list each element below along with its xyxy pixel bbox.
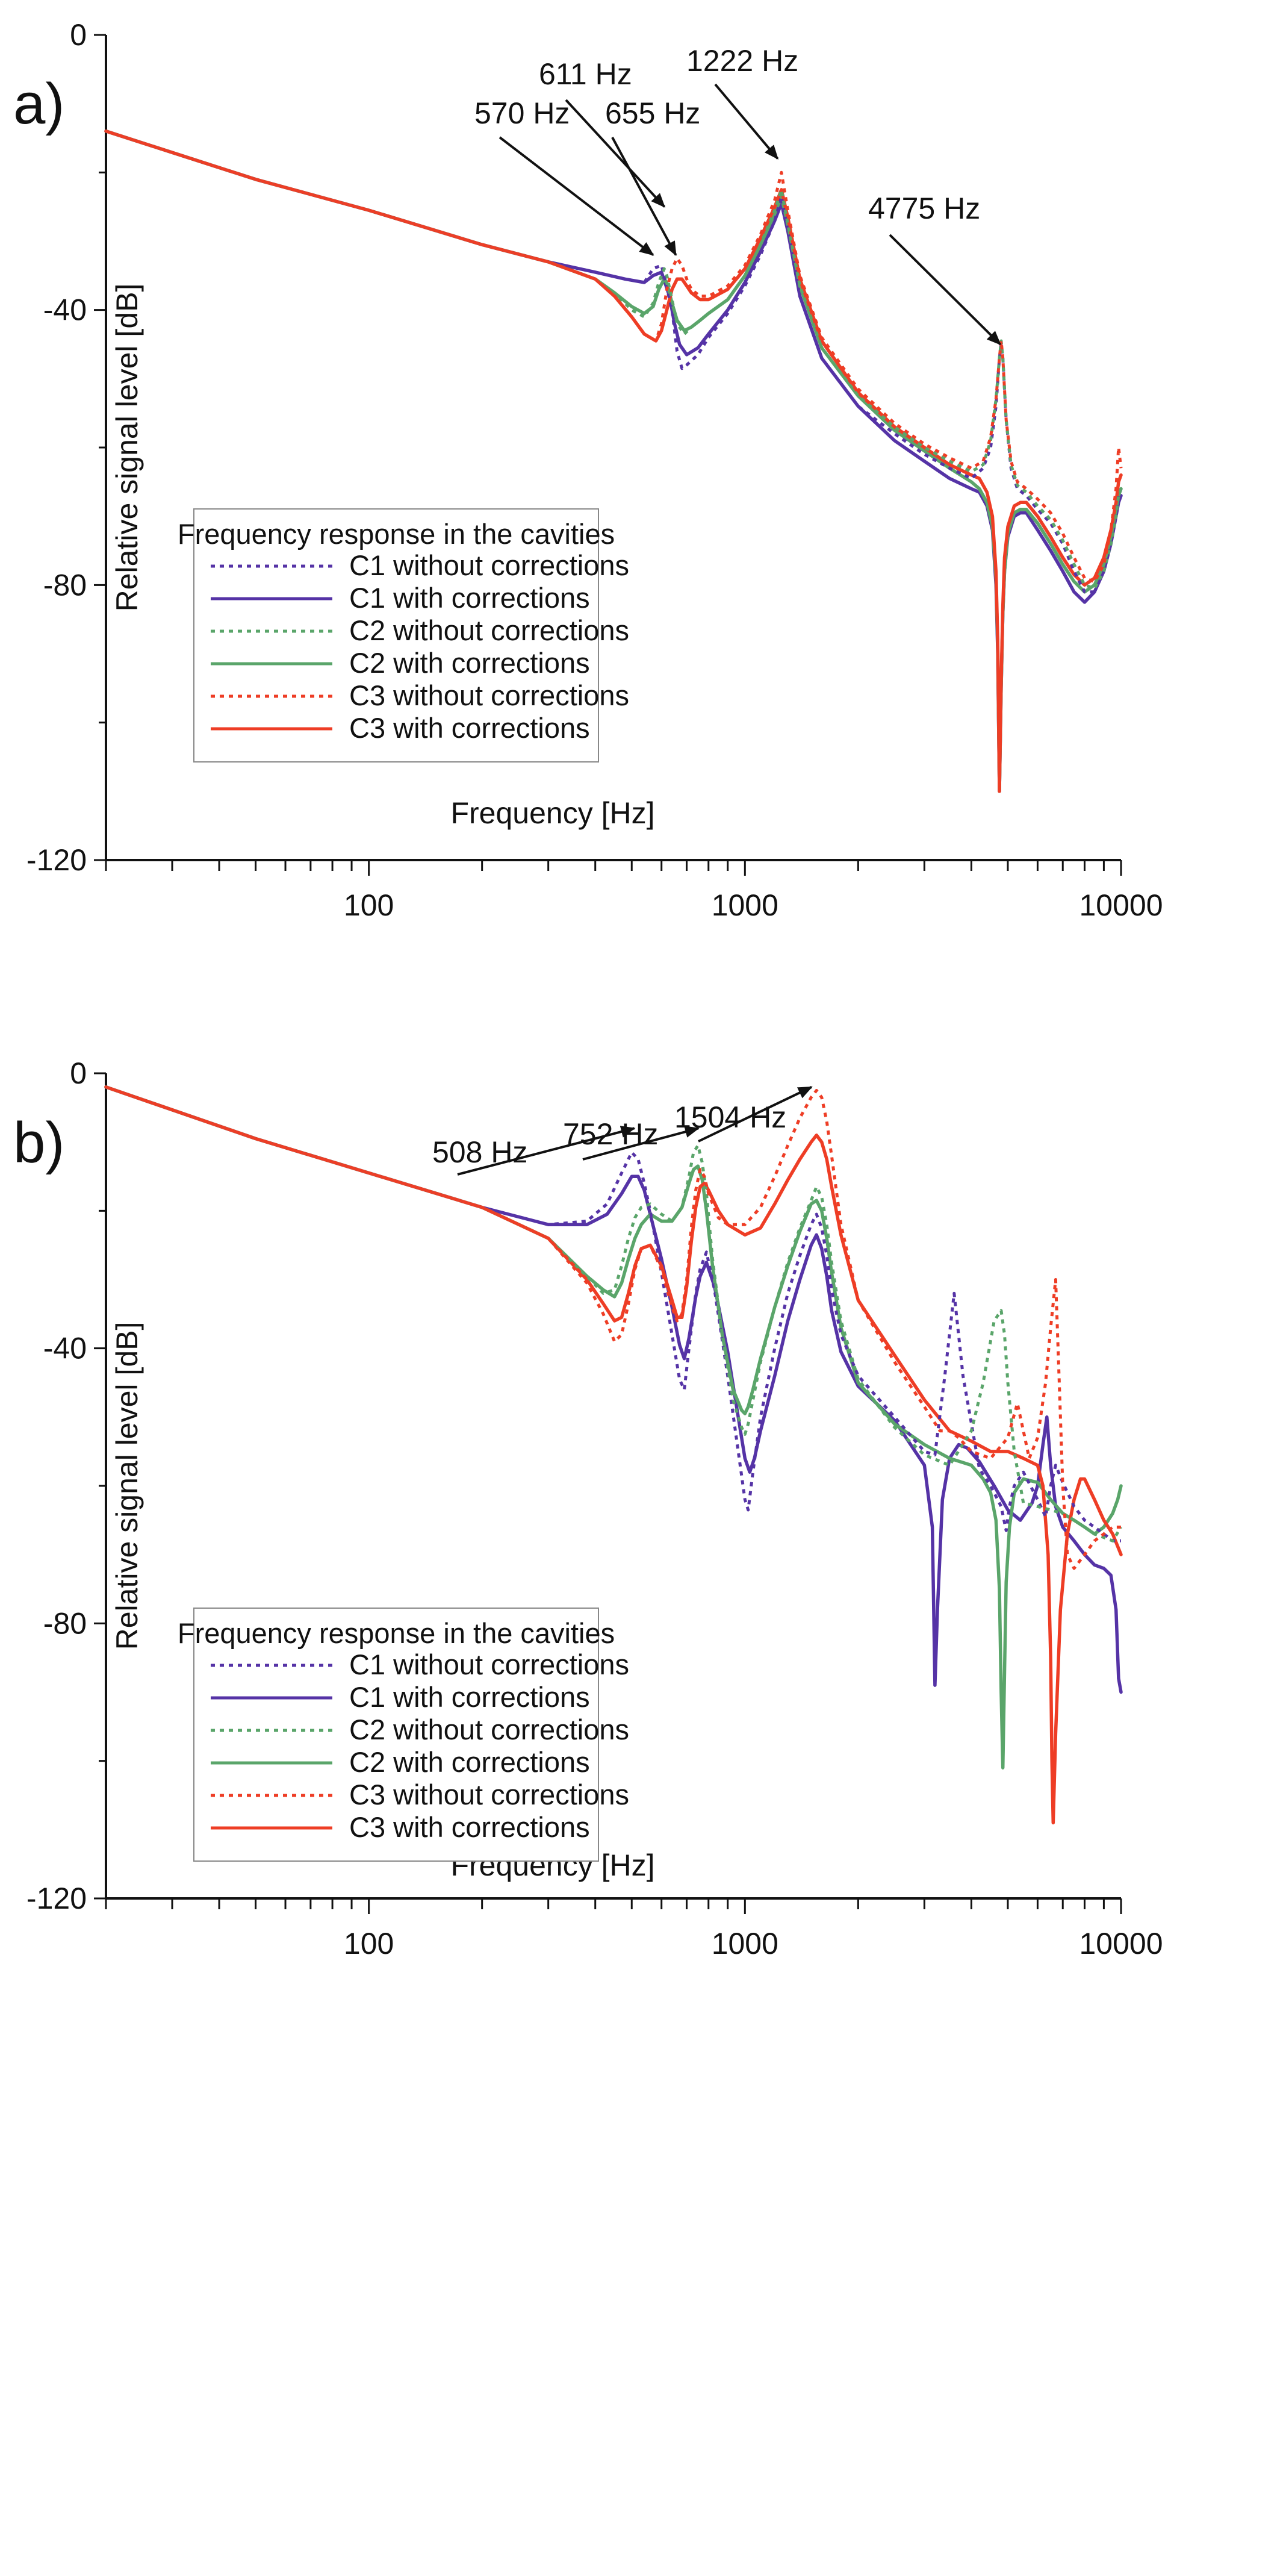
y-tick-label: -40	[43, 1332, 87, 1365]
legend-entry-label: C2 without corrections	[349, 1714, 629, 1745]
x-tick-label: 1000	[712, 888, 778, 922]
legend-title: Frequency response in the cavities	[178, 518, 615, 550]
x-tick-label: 100	[344, 888, 394, 922]
y-tick-label: 0	[70, 1056, 87, 1090]
peak-annotation-label: 570 Hz	[474, 96, 570, 130]
y-tick-label: -40	[43, 293, 87, 327]
peak-annotation-arrow	[714, 83, 779, 160]
chart-panel-a: 0 -40 -80 -120 100 1000 10000 Frequency [Hz] Rel…	[13, 18, 1163, 922]
series-line-c1-with-corrections	[104, 1085, 1123, 1694]
x-axis-title: Frequency [Hz]	[450, 796, 654, 830]
y-tick-label: -120	[26, 843, 87, 877]
legend-entry-label: C3 without corrections	[349, 679, 629, 711]
legend-entry-label: C2 without corrections	[349, 614, 629, 646]
series-line-c2-without-corrections	[105, 1085, 1123, 1542]
legend-entry-label: C1 with corrections	[349, 582, 590, 614]
panel-label: b)	[13, 1111, 64, 1175]
peak-annotation-label: 655 Hz	[605, 96, 700, 130]
peak-annotation-arrow	[499, 136, 654, 256]
series-line-c2-with-corrections	[104, 1085, 1123, 1770]
legend-entry-label: C2 with corrections	[349, 1746, 590, 1778]
peak-annotation-arrow	[611, 137, 677, 257]
panel-label: a)	[13, 72, 64, 136]
series-line-c1-without-corrections	[105, 1085, 1121, 1542]
legend-box	[193, 1608, 599, 1862]
legend-entry-label: C1 without corrections	[349, 549, 629, 581]
peak-annotation-label: 1504 Hz	[674, 1100, 786, 1134]
y-tick-label: -120	[26, 1882, 87, 1915]
peak-annotation-label: 1222 Hz	[686, 44, 798, 78]
series-line-c3-without-corrections	[105, 1085, 1121, 1570]
legend-title: Frequency response in the cavities	[178, 1617, 615, 1649]
y-axis-title: Relative signal level [dB]	[110, 284, 144, 612]
peak-annotation-arrow	[582, 1126, 700, 1161]
legend-box	[193, 508, 599, 763]
peak-annotation-arrow	[889, 234, 1001, 346]
legend-entry-label: C3 without corrections	[349, 1779, 629, 1810]
y-axis-title: Relative signal level [dB]	[110, 1322, 144, 1650]
series-line-c3-without-corrections	[105, 129, 1123, 584]
series-line-c2-without-corrections	[105, 129, 1123, 590]
legend-entry-label: C1 with corrections	[349, 1681, 590, 1713]
x-tick-label: 100	[344, 1927, 394, 1960]
legend-entry-label: C3 with corrections	[349, 712, 590, 744]
x-tick-label: 1000	[712, 1927, 778, 1960]
peak-annotation-label: 752 Hz	[563, 1117, 658, 1151]
peak-annotation-label: 611 Hz	[539, 57, 632, 91]
peak-annotation-label: 4775 Hz	[868, 192, 980, 225]
y-tick-label: -80	[43, 1606, 87, 1640]
series-line-c1-with-corrections	[104, 129, 1123, 793]
y-tick-label: -80	[43, 568, 87, 602]
series-line-c1-without-corrections	[105, 129, 1123, 594]
peak-annotation-arrow	[457, 1126, 636, 1176]
peak-annotation-arrow	[565, 99, 666, 208]
x-tick-label: 10000	[1079, 1927, 1163, 1960]
x-tick-label: 10000	[1079, 888, 1163, 922]
y-tick-label: 0	[70, 18, 87, 52]
peak-annotation-arrow	[698, 1086, 813, 1143]
legend-entry-label: C3 with corrections	[349, 1811, 590, 1843]
peak-annotation-label: 508 Hz	[432, 1135, 527, 1169]
series-line-c3-with-corrections	[104, 1085, 1123, 1825]
legend-entry-label: C2 with corrections	[349, 647, 590, 679]
legend-entry-label: C1 without corrections	[349, 1648, 629, 1680]
